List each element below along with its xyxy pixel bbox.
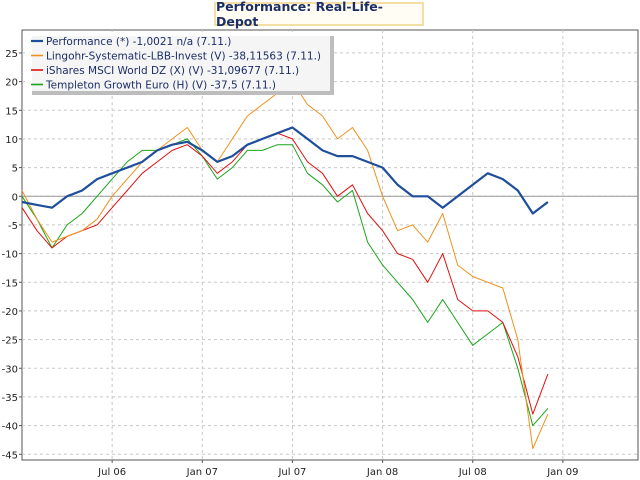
y-tick-label: -15: [2, 278, 18, 289]
x-tick-label: Jan 09: [546, 467, 578, 478]
y-tick-label: 5: [12, 164, 18, 175]
y-axis: 25 20 15 10 5 0 -5 -10 -15 -20 -25 -30 -35 -40 -45: [2, 49, 22, 461]
legend-box: [28, 32, 330, 91]
y-tick-label: 25: [5, 49, 18, 60]
x-tick-label: Jul 08: [458, 467, 487, 478]
legend-entry: Templeton Growth Euro (H) (V) -37,5 (7.1…: [45, 80, 276, 92]
legend-entry: Performance (*) -1,0021 n/a (7.11.): [46, 36, 231, 48]
series-line: [21, 126, 549, 215]
y-tick-label: -20: [2, 307, 18, 318]
x-tick-label: Jul 07: [277, 467, 306, 478]
y-tick-label: -10: [2, 250, 18, 261]
x-tick-label: Jul 06: [97, 467, 126, 478]
x-axis: Jul 06 Jan 07 Jul 07 Jan 08 Jul 08 Jan 09: [97, 460, 579, 478]
series-line: [21, 138, 549, 427]
x-tick-label: Jan 07: [186, 467, 218, 478]
legend-entry: iShares MSCI World DZ (X) (V) -31,09677 …: [46, 65, 299, 77]
legend-entry: Lingohr-Systematic-LBB-Invest (V) -38,11…: [46, 51, 321, 63]
plot-area: [21, 29, 639, 461]
y-tick-label: -40: [2, 422, 18, 433]
y-tick-label: -35: [2, 393, 18, 404]
series-line: [21, 132, 549, 415]
chart-title: Performance: Real-Life-Depot: [214, 0, 424, 29]
y-tick-label: 20: [5, 78, 18, 89]
y-tick-label: -5: [8, 221, 18, 232]
y-tick-label: 10: [5, 135, 18, 146]
y-tick-label: 0: [12, 192, 18, 203]
y-tick-label: 15: [5, 106, 18, 117]
legend: Performance (*) -1,0021 n/a (7.11.) Lingo…: [28, 32, 334, 95]
y-tick-label: -45: [2, 450, 18, 461]
y-tick-label: -25: [2, 336, 18, 347]
y-tick-label: -30: [2, 364, 18, 375]
x-tick-label: Jan 08: [366, 467, 398, 478]
